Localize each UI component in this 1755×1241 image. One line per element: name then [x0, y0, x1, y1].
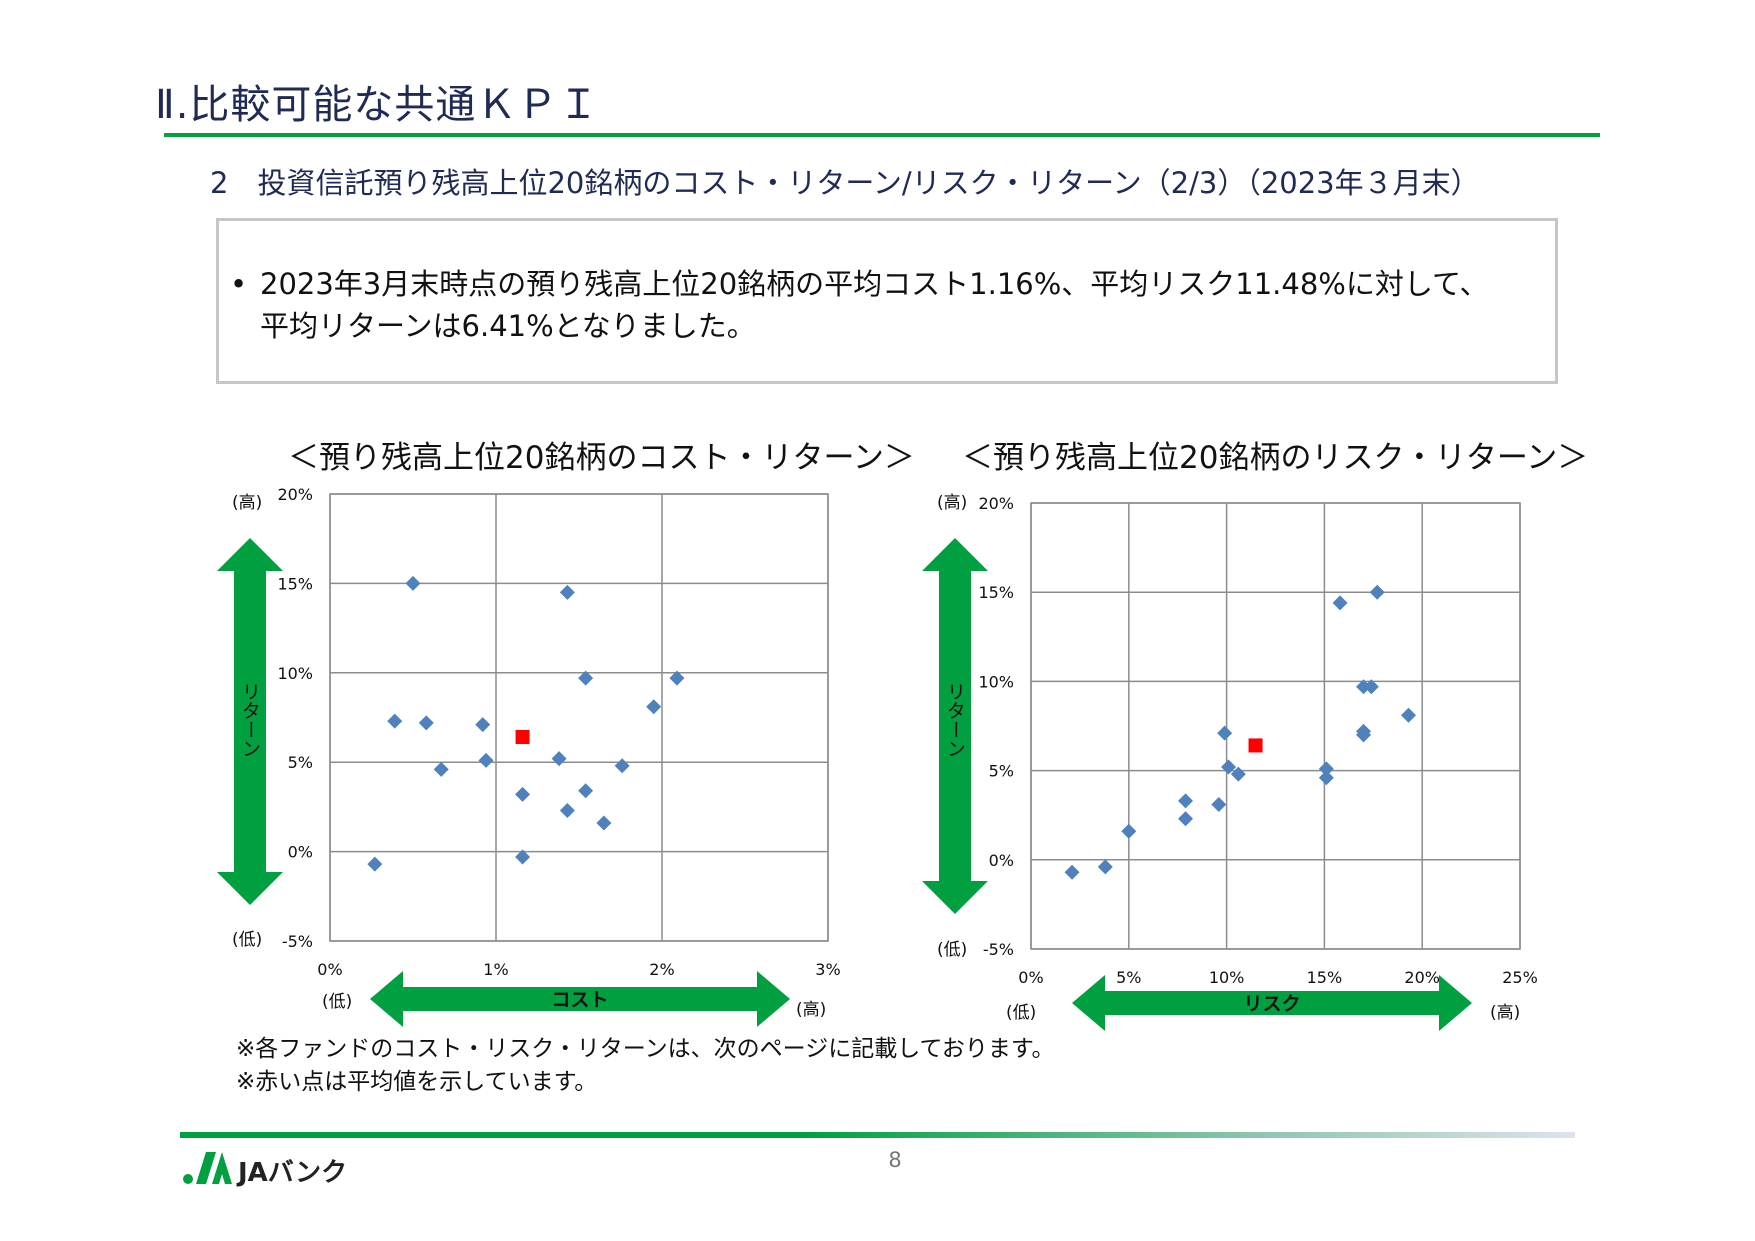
section-subtitle: 2 投資信託預り残高上位20銘柄のコスト・リターン/リスク・リターン（2/3）（…: [210, 166, 1480, 200]
cost-return-fund-point: [433, 761, 449, 777]
page-number: 8: [888, 1148, 902, 1172]
page-title: Ⅱ.比較可能な共通ＫＰＩ: [155, 82, 600, 128]
cost-return-fund-point: [475, 717, 491, 733]
logo-mark-right-icon: [212, 1152, 232, 1184]
cost-return-fund-point: [387, 713, 403, 729]
cost-return-plot-frame: [329, 493, 829, 942]
summary-bullet: •: [230, 267, 248, 301]
summary-line-1: 2023年3月末時点の預り残高上位20銘柄の平均コスト1.16%、平均リスク11…: [260, 267, 1489, 301]
footer-divider: [180, 1132, 1575, 1138]
cost-return-fund-point: [515, 849, 531, 865]
cost-return-fund-point: [515, 786, 531, 802]
cost-return-y-tick-label: 10%: [277, 664, 313, 683]
cost-return-y-low-label: (低): [232, 930, 262, 950]
cost-return-x-low-label: (低): [322, 992, 352, 1012]
logo-text: JAバンク: [236, 1158, 347, 1188]
footnotes: ※各ファンドのコスト・リスク・リターンは、次のページに記載しております。 ※赤い…: [236, 1033, 1055, 1099]
cost-return-fund-point: [551, 751, 567, 767]
cost-return-y-axis-label: リターン: [239, 682, 261, 758]
ja-bank-logo: JAバンク: [183, 1152, 347, 1188]
cost-return-x-axis-label: コスト: [551, 989, 608, 1011]
cost-return-fund-point: [559, 802, 575, 818]
cost-return-fund-point: [646, 699, 662, 715]
cost-return-y-tick-label: 0%: [288, 843, 313, 862]
cost-return-fund-point: [578, 670, 594, 686]
cost-return-y-tick-label: 20%: [277, 485, 313, 504]
cost-return-y-high-label: (高): [232, 493, 262, 513]
cost-return-x-tick-label: 1%: [483, 960, 508, 979]
summary-box: [216, 218, 1558, 384]
logo-mark-icon: [196, 1152, 216, 1184]
cost-return-x-tick-labels: 0% 1% 2% 3%: [317, 960, 840, 979]
cost-return-x-arrow: [370, 971, 790, 1027]
cost-return-y-tick-labels: -5% 0% 5% 10% 15% 20%: [277, 485, 313, 951]
cost-return-fund-point: [669, 670, 685, 686]
cost-return-y-tick-label: 5%: [288, 753, 313, 772]
cost-return-fund-point: [405, 575, 421, 591]
logo-dot-icon: [183, 1174, 193, 1184]
cost-return-average-point: [515, 729, 530, 744]
cost-return-x-tick-label: 0%: [317, 960, 342, 979]
cost-return-x-high-label: (高): [796, 1000, 826, 1020]
risk-return-chart-title: ＜預り残高上位20銘柄のリスク・リターン＞: [962, 440, 1589, 476]
cost-return-fund-point: [596, 815, 612, 831]
cost-return-y-tick-label: -5%: [282, 932, 313, 951]
footnote-2: ※赤い点は平均値を示しています。: [236, 1069, 598, 1095]
cost-return-chart-title: ＜預り残高上位20銘柄のコスト・リターン＞: [288, 440, 915, 476]
summary-text: • 2023年3月末時点の預り残高上位20銘柄の平均コスト1.16%、平均リスク1…: [230, 263, 1550, 347]
cost-return-fund-point: [367, 856, 383, 872]
cost-return-y-tick-label: 15%: [277, 574, 313, 593]
footnote-1: ※各ファンドのコスト・リスク・リターンは、次のページに記載しております。: [236, 1036, 1055, 1062]
cost-return-fund-point: [478, 752, 494, 768]
cost-return-x-tick-label: 3%: [815, 960, 840, 979]
cost-return-fund-point: [614, 758, 630, 774]
cost-return-fund-point: [559, 584, 575, 600]
cost-return-fund-point: [578, 783, 594, 799]
title-divider: [164, 133, 1600, 137]
cost-return-gridlines: [329, 493, 829, 942]
cost-return-points: [367, 575, 685, 872]
cost-return-fund-point: [418, 715, 434, 731]
cost-return-y-arrow: [217, 538, 283, 905]
cost-return-x-tick-label: 2%: [649, 960, 674, 979]
summary-line-2: 平均リターンは6.41%となりました。: [260, 309, 756, 343]
